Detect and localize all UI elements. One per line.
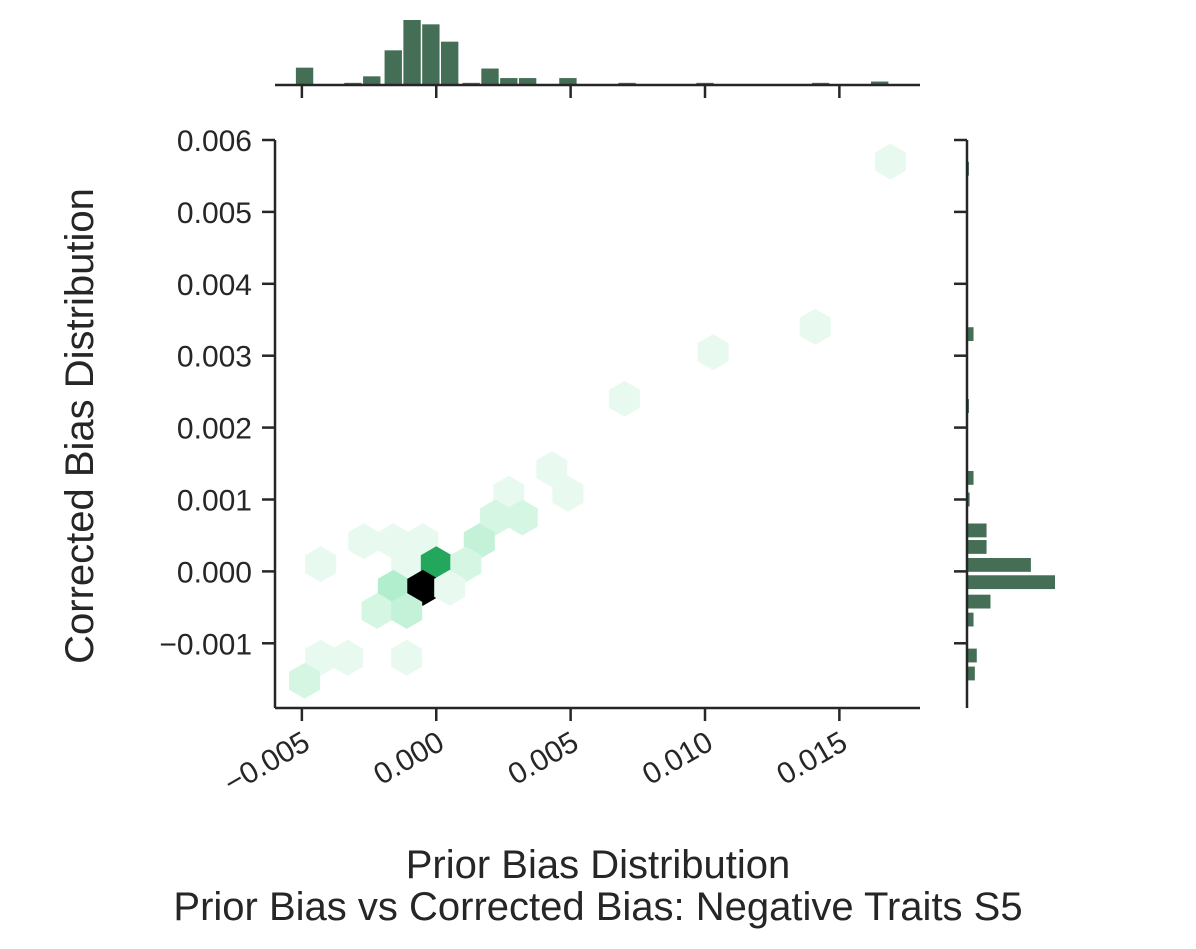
hexbin-cell: [305, 639, 337, 676]
marginal-y-bar: [967, 575, 1055, 590]
marginal-x-bar: [422, 24, 440, 85]
hexbin-cell: [608, 380, 640, 417]
x-tick-label: −0.005: [219, 725, 316, 800]
hexbin-cell: [552, 475, 584, 512]
marginal-y-bar: [967, 612, 974, 627]
hexbin-cell: [348, 523, 380, 560]
marginal-x-histogram: [295, 20, 889, 85]
marginal-x-bar: [559, 78, 577, 85]
hexbin-cell: [479, 499, 511, 536]
y-tick-label: 0.001: [177, 484, 252, 517]
hexbin-cell: [332, 639, 364, 676]
hexbin-cell: [434, 569, 466, 606]
marginal-x-bar: [518, 78, 537, 85]
x-axis-title: Prior Bias Distribution: [406, 843, 791, 887]
marginal-y-bar: [967, 558, 1031, 572]
hexbin-cell: [697, 334, 729, 371]
marginal-y-bar: [967, 594, 991, 609]
marginal-x-bar: [441, 41, 459, 85]
axes: −0.005 0.000 0.005 0.010 0.015 −0.001 0.000 0.0…: [159, 83, 969, 800]
marginal-x-bar: [481, 68, 499, 85]
marginal-x-bar: [384, 50, 402, 85]
hexbin-cell: [391, 639, 423, 676]
hexbin-cell: [536, 451, 568, 488]
y-tick-label: 0.005: [177, 197, 252, 230]
hexbin-cell: [391, 592, 423, 629]
marginal-x-bar: [295, 67, 314, 85]
marginal-y-bar: [967, 666, 975, 681]
x-tick-label: 0.010: [637, 725, 719, 791]
marginal-y-bar: [967, 523, 987, 538]
y-tick-label: 0.002: [177, 413, 252, 446]
x-tick-label: 0.005: [503, 725, 585, 791]
marginal-y-bar: [967, 471, 974, 485]
hexbin-cell: [493, 475, 525, 512]
x-tick-label: 0.000: [368, 725, 450, 791]
hexbin-cell: [361, 592, 393, 629]
hexbin-cell: [305, 546, 337, 583]
hexbin-cell: [289, 662, 321, 699]
x-tick-label: 0.015: [771, 725, 853, 791]
hexbin-cells: [289, 143, 906, 699]
marginal-y-bar: [967, 327, 974, 342]
marginal-x-bar: [403, 20, 421, 85]
hexbin-cell: [407, 569, 439, 606]
y-axis-title: Corrected Bias Distribution: [58, 188, 102, 664]
chart-title: Prior Bias vs Corrected Bias: Negative T…: [173, 885, 1022, 929]
marginal-x-bar: [871, 81, 889, 85]
marginal-x-bar: [363, 76, 381, 85]
hexbin-cell: [799, 308, 831, 345]
marginal-x-bar: [500, 78, 518, 85]
marginal-y-bar: [967, 540, 987, 554]
y-tick-label: −0.001: [159, 628, 252, 661]
marginal-y-bar: [967, 492, 970, 507]
marginal-y-histogram: [967, 161, 1055, 681]
hexbin-cell: [506, 499, 538, 536]
marginal-y-bar: [967, 648, 977, 663]
y-tick-label: 0.000: [177, 556, 252, 589]
hexbin-cell: [874, 143, 906, 180]
hexbin-cell: [450, 546, 482, 583]
y-tick-label: 0.003: [177, 341, 252, 374]
y-tick-label: 0.006: [177, 125, 252, 158]
y-tick-label: 0.004: [177, 269, 252, 302]
